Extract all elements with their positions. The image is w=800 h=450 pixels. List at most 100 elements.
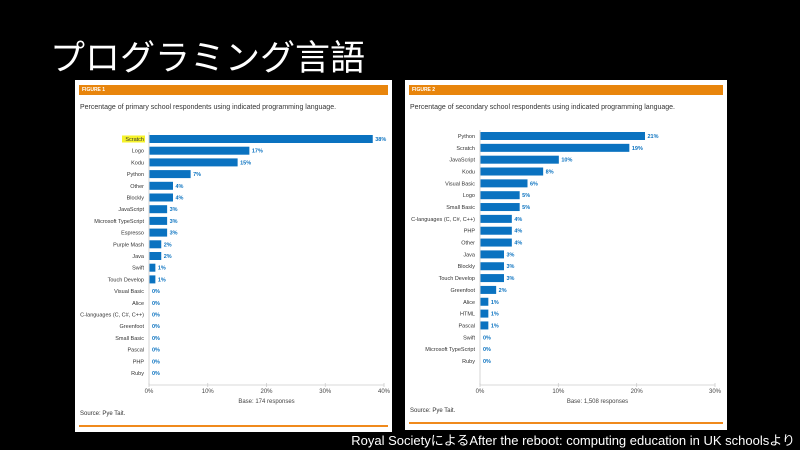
x-tick-label: 0% [476, 389, 485, 395]
category-label: JavaScript [118, 207, 144, 213]
bar-javascript [149, 205, 168, 214]
bar-c-languages-c-c-c- [480, 214, 512, 223]
data-label: 0% [152, 371, 160, 377]
data-label: 21% [648, 134, 659, 140]
category-label: Espresso [121, 231, 144, 237]
bar-touch-develop [149, 275, 156, 284]
category-label: Python [127, 172, 144, 178]
category-label: HTML [460, 312, 475, 318]
data-label: 4% [176, 196, 184, 202]
bar-blockly [480, 262, 504, 271]
figure-2-panel: FIGURE 2 Percentage of secondary school … [405, 80, 727, 430]
data-label: 17% [252, 149, 263, 155]
bar-python [480, 132, 645, 140]
data-label: 1% [158, 277, 166, 283]
figure-2-source: Source: Pye Tait. [410, 408, 456, 414]
figure-2-label: FIGURE 2 [409, 85, 723, 95]
data-label: 1% [491, 312, 499, 318]
bar-espresso [149, 228, 168, 237]
category-label: Visual Basic [445, 181, 475, 187]
category-label: Swift [132, 266, 144, 272]
data-label: 10% [561, 158, 572, 164]
figure-2-rule [409, 422, 723, 424]
category-label: Kodu [131, 160, 144, 166]
data-label: 3% [507, 276, 515, 282]
x-tick-label: 30% [319, 389, 332, 395]
data-label: 0% [483, 359, 491, 365]
data-label: 1% [491, 323, 499, 329]
category-label: Scratch [125, 137, 144, 143]
x-tick-label: 40% [378, 389, 391, 395]
bar-greenfoot [480, 285, 497, 294]
x-axis-label: Base: 1,508 responses [567, 399, 628, 405]
category-label: C-languages (C, C#, C++) [411, 217, 475, 223]
bar-scratch [149, 135, 373, 143]
category-highlight [122, 135, 145, 143]
bar-visual-basic [480, 179, 528, 188]
category-label: Alice [463, 300, 475, 306]
data-label: 2% [164, 254, 172, 260]
category-label: Other [461, 241, 475, 247]
x-tick-label: 20% [260, 389, 273, 395]
bar-kodu [480, 167, 544, 176]
data-label: 3% [507, 264, 515, 270]
data-label: 0% [152, 289, 160, 295]
figure-1-title: Percentage of primary school respondents… [80, 104, 337, 111]
data-label: 2% [499, 288, 507, 294]
category-label: C-languages (C, C#, C++) [80, 313, 144, 319]
data-label: 6% [530, 181, 538, 187]
bar-javascript [480, 155, 559, 164]
category-label: Java [132, 254, 145, 260]
bar-blockly [149, 193, 173, 202]
data-label: 0% [483, 335, 491, 341]
x-tick-label: 10% [202, 389, 215, 395]
data-label: 4% [176, 184, 184, 190]
figure-1-label: FIGURE 1 [79, 85, 388, 95]
data-label: 1% [158, 266, 166, 272]
data-label: 3% [170, 207, 178, 213]
category-label: Greenfoot [120, 324, 145, 330]
bar-scratch [480, 143, 630, 152]
data-label: 4% [514, 241, 522, 247]
figure-1-panel: FIGURE 1 Percentage of primary school re… [75, 80, 392, 432]
data-label: 2% [164, 242, 172, 248]
bar-java [480, 250, 504, 259]
category-label: Logo [463, 193, 475, 199]
category-label: Visual Basic [114, 289, 144, 295]
category-label: Alice [132, 301, 144, 307]
x-tick-label: 30% [709, 389, 722, 395]
category-label: Other [130, 184, 144, 190]
category-label: Touch Develop [439, 276, 475, 282]
data-label: 0% [483, 347, 491, 353]
bar-php [480, 226, 512, 235]
bar-other [480, 238, 512, 247]
category-label: Kodu [462, 170, 475, 176]
data-label: 0% [152, 336, 160, 342]
category-label: Ruby [462, 359, 475, 365]
bar-other [149, 181, 173, 190]
data-label: 0% [152, 313, 160, 319]
bar-java [149, 252, 162, 260]
data-label: 8% [546, 170, 554, 176]
data-label: 15% [240, 160, 251, 166]
data-label: 3% [507, 252, 515, 258]
category-label: Small Basic [446, 205, 475, 211]
data-label: 19% [632, 146, 643, 152]
category-label: JavaScript [449, 158, 475, 164]
data-label: 38% [375, 137, 386, 143]
data-label: 0% [152, 301, 160, 307]
category-label: Logo [132, 149, 144, 155]
category-label: Touch Develop [108, 277, 144, 283]
category-label: Blockly [127, 196, 145, 202]
category-label: PHP [464, 229, 476, 235]
bar-touch-develop [480, 274, 504, 283]
category-label: Small Basic [115, 336, 144, 342]
slide-caption: Royal SocietyによるAfter the reboot: comput… [351, 433, 795, 448]
category-label: Greenfoot [451, 288, 476, 294]
figure-1-rule [79, 425, 388, 427]
bar-microsoft-typescript [149, 216, 168, 225]
bar-logo [149, 146, 250, 155]
bar-swift [149, 263, 156, 272]
figure-2-chart: 0% 10% 20% 30% Base: 1,508 responses Python 21… [411, 130, 722, 405]
data-label: 3% [170, 231, 178, 237]
